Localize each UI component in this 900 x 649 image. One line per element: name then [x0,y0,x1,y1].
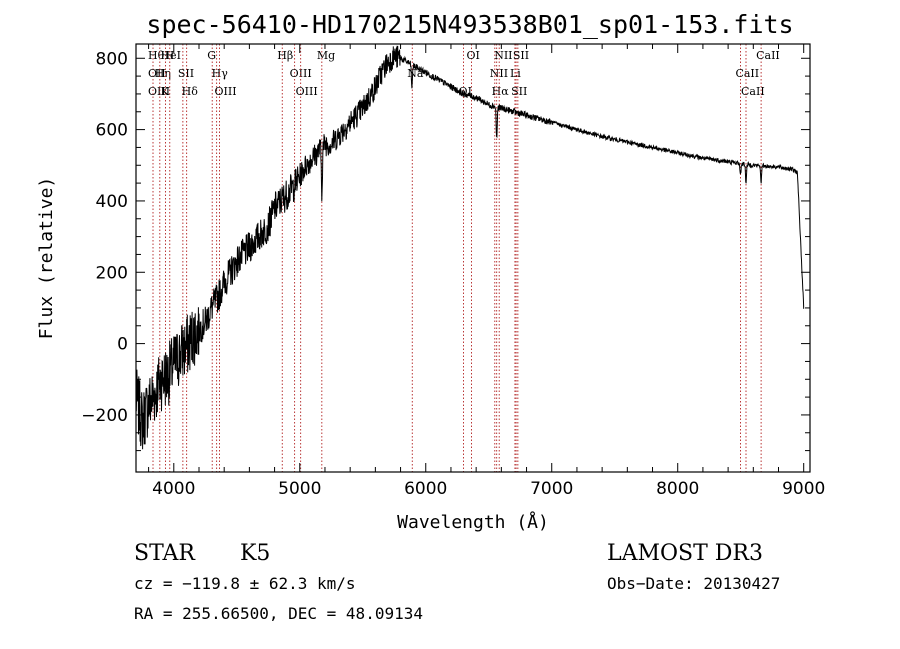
line-marker-label: OII [148,67,166,80]
observation-date: Obs−Date: 20130427 [607,574,780,593]
line-marker-label: SII [513,49,529,62]
line-marker-label: Li [510,67,521,80]
line-marker-label: CaII [756,49,780,62]
y-tick-label: 400 [96,192,128,212]
y-tick-label: 0 [117,335,128,355]
line-marker-label: OI [466,49,479,62]
line-marker-label: OIII [296,85,318,98]
line-marker-layer: HθOIIOIIIHηKHeIHSIIHδGHγOIIIHβOIIIOIIIMg… [148,44,780,472]
line-marker-label: CaII [741,85,765,98]
object-class: STAR [134,541,196,566]
plot-frame [135,43,811,473]
redshift-cz: cz = −119.8 ± 62.3 km/s [134,574,356,593]
y-axis-ticks: −200 0 200 400 600 800 [81,49,810,452]
object-subclass: K5 [240,541,270,566]
line-marker-label: OIII [215,85,237,98]
y-axis-label: Flux (relative) [36,177,57,340]
line-marker-label: NII [494,49,512,62]
x-tick-label: 9000 [782,479,825,499]
line-marker-label: Hα [492,85,510,98]
line-marker-label: Mg [317,49,335,62]
line-marker-label: Hθ [148,49,165,62]
y-tick-label: 200 [96,263,128,283]
x-tick-label: 7000 [530,479,573,499]
y-tick-label: 600 [96,121,128,141]
x-tick-label: 6000 [404,479,447,499]
chart-title: spec-56410-HD170215N493538B01_sp01-153.f… [146,10,793,39]
x-tick-label: 5000 [278,479,321,499]
x-tick-label: 8000 [656,479,699,499]
line-marker-label: Hη [155,67,171,80]
spectrum-plot-layer [135,45,805,450]
y-tick-label: −200 [81,406,128,426]
line-marker-label: Hδ [182,85,199,98]
line-marker-label: G [207,49,216,62]
line-marker-label: OIII [148,85,170,98]
x-axis-label: Wavelength (Å) [397,511,549,533]
survey-name: LAMOST DR3 [607,541,763,566]
line-marker-label: H [165,49,175,62]
spectrum-line [135,45,805,450]
coordinates: RA = 255.66500, DEC = 48.09134 [134,604,423,623]
y-tick-label: 800 [96,49,128,69]
line-marker-label: CaII [735,67,759,80]
line-marker-label: SII [511,85,527,98]
x-axis-ticks: 4000 5000 6000 7000 8000 9000 [148,44,825,499]
line-marker-label: Hβ [277,49,293,62]
line-marker-label: K [160,85,169,98]
x-tick-label: 4000 [152,479,195,499]
line-marker-label: HeI [160,49,180,62]
line-marker-label: SII [178,67,194,80]
